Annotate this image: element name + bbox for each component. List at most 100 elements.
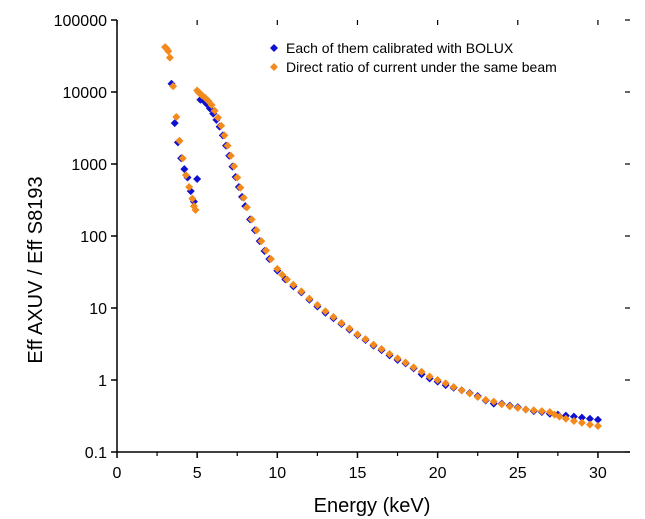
data-point-series-2 [393, 354, 402, 363]
data-point-series-2 [226, 151, 235, 160]
x-tick-label: 0 [113, 465, 122, 482]
data-point-series-2 [242, 203, 251, 212]
data-point-series-2 [505, 402, 514, 411]
data-point-series-2 [513, 403, 522, 412]
legend-marker-series-1 [270, 44, 278, 52]
data-point-series-2 [289, 280, 298, 289]
legend-marker-series-2 [270, 63, 278, 71]
data-point-series-1 [577, 413, 586, 422]
data-points [161, 43, 602, 430]
data-point-series-2 [282, 275, 291, 284]
data-point-series-2 [345, 324, 354, 333]
data-point-series-2 [353, 330, 362, 339]
data-point-series-2 [337, 318, 346, 327]
data-point-series-2 [369, 340, 378, 349]
data-point-series-2 [223, 141, 232, 150]
y-tick-label: 100000 [54, 13, 107, 30]
data-point-series-1 [180, 165, 189, 174]
y-axis-title: Eff AXUV / Eff S8193 [25, 176, 47, 363]
data-point-series-2 [233, 173, 242, 182]
data-point-series-2 [489, 397, 498, 406]
data-point-series-2 [230, 162, 239, 171]
data-point-series-2 [278, 270, 287, 279]
data-point-series-2 [529, 406, 538, 415]
data-point-series-2 [236, 183, 245, 192]
data-point-series-2 [569, 416, 578, 425]
y-tick-label: 10 [89, 301, 107, 318]
data-point-series-2 [321, 307, 330, 316]
data-point-series-1 [193, 174, 202, 183]
legend: Each of them calibrated with BOLUX Direc… [270, 40, 557, 75]
legend-label-series-2: Direct ratio of current under the same b… [286, 59, 557, 75]
data-point-series-2 [191, 205, 200, 214]
data-point-series-2 [385, 349, 394, 358]
data-point-series-1 [569, 412, 578, 421]
data-point-series-1 [170, 119, 179, 128]
y-tick-label: 10000 [63, 85, 108, 102]
x-tick-label: 15 [349, 465, 367, 482]
data-point-series-2 [165, 53, 174, 62]
x-tick-label: 25 [509, 465, 527, 482]
x-axis-title: Energy (keV) [314, 495, 431, 517]
y-tick-label: 100 [80, 229, 107, 246]
data-point-series-2 [329, 312, 338, 321]
data-point-series-2 [305, 294, 314, 303]
x-tick-label: 20 [429, 465, 447, 482]
data-point-series-2 [449, 382, 458, 391]
data-point-series-2 [441, 379, 450, 388]
legend-marker-diamond [270, 44, 278, 52]
data-point-series-2 [207, 100, 216, 109]
data-point-series-2 [213, 113, 222, 122]
data-point-series-2 [169, 82, 178, 91]
data-point-series-2 [497, 400, 506, 409]
data-point-series-2 [178, 154, 187, 163]
data-point-series-2 [585, 420, 594, 429]
data-point-series-2 [247, 215, 256, 224]
data-point-series-2 [457, 386, 466, 395]
legend-label-series-1: Each of them calibrated with BOLUX [286, 40, 514, 56]
data-point-series-2 [266, 254, 275, 263]
data-point-series-2 [313, 301, 322, 310]
data-point-series-2 [561, 414, 570, 423]
data-point-series-2 [425, 372, 434, 381]
data-point-series-2 [465, 389, 474, 398]
data-point-series-2 [473, 393, 482, 402]
data-point-series-2 [409, 363, 418, 372]
data-point-series-2 [185, 182, 194, 191]
data-point-series-2 [220, 131, 229, 140]
data-point-series-2 [377, 344, 386, 353]
data-point-series-2 [593, 421, 602, 430]
data-point-series-2 [252, 226, 261, 235]
data-point-series-2 [481, 395, 490, 404]
data-point-series-2 [521, 405, 530, 414]
data-point-series-1 [585, 414, 594, 423]
data-point-series-2 [164, 47, 173, 56]
data-point-series-2 [210, 106, 219, 115]
x-tick-label: 30 [589, 465, 607, 482]
data-point-series-2 [172, 112, 181, 121]
data-point-series-2 [239, 193, 248, 202]
data-point-series-2 [537, 407, 546, 416]
axes: 0 5 10 15 20 25 30 0.1 1 10 100 1000 10000 100000 [54, 13, 630, 482]
data-point-series-2 [361, 335, 370, 344]
y-tick-label: 0.1 [85, 445, 107, 462]
data-point-series-2 [273, 264, 282, 273]
data-point-series-2 [555, 412, 564, 421]
x-tick-label: 5 [193, 465, 202, 482]
data-point-series-2 [188, 194, 197, 203]
data-point-series-2 [417, 367, 426, 376]
data-point-series-2 [433, 376, 442, 384]
data-point-series-2 [401, 358, 410, 367]
data-point-series-2 [175, 136, 184, 145]
data-point-series-2 [257, 237, 266, 246]
data-point-series-1 [593, 415, 602, 424]
legend-marker-diamond [270, 63, 278, 71]
data-point-series-2 [577, 418, 586, 427]
x-tick-label: 10 [268, 465, 286, 482]
y-tick-label: 1000 [71, 157, 107, 174]
y-tick-label: 1 [98, 373, 107, 390]
data-point-series-2 [297, 287, 306, 296]
data-point-series-2 [262, 246, 271, 255]
